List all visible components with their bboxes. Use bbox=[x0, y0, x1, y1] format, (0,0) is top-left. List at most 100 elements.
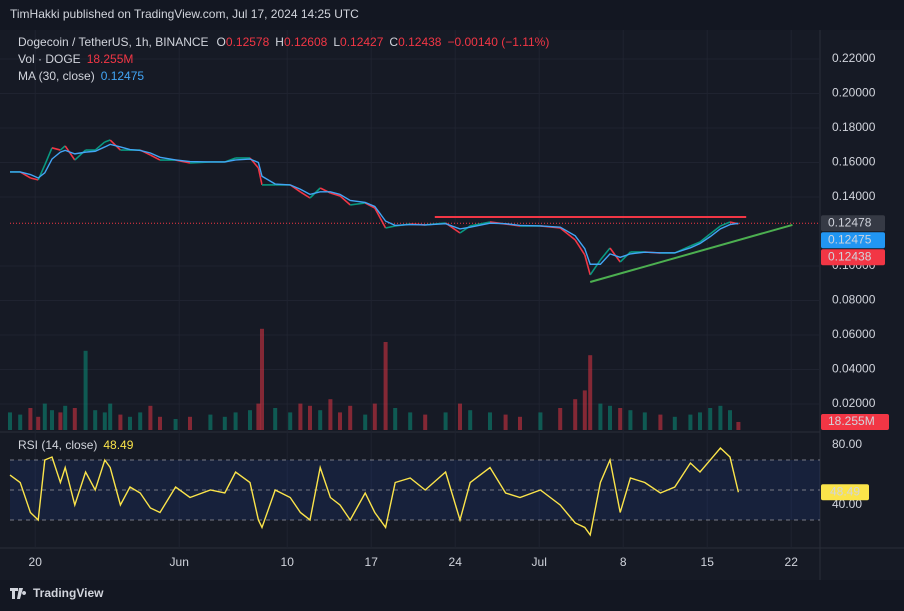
price-segment bbox=[51, 147, 61, 151]
price-segment bbox=[699, 233, 711, 243]
volume-bar bbox=[383, 342, 388, 430]
volume-bar bbox=[233, 412, 238, 430]
volume-bar bbox=[58, 412, 63, 430]
volume-bar bbox=[582, 390, 587, 430]
x-tick-label: Jun bbox=[170, 555, 189, 569]
volume-bar bbox=[642, 412, 647, 430]
price-segment bbox=[589, 259, 602, 276]
volume-bar bbox=[138, 412, 143, 430]
volume-bar bbox=[188, 416, 192, 430]
x-tick-label: 8 bbox=[620, 555, 627, 569]
volume-bar bbox=[208, 414, 213, 430]
price-segment bbox=[330, 192, 341, 197]
volume-bar bbox=[256, 403, 261, 430]
volume-bar bbox=[18, 414, 23, 430]
volume-badge bbox=[821, 414, 889, 430]
price-segment bbox=[339, 195, 351, 206]
price-segment bbox=[94, 141, 106, 151]
trend-line bbox=[589, 223, 793, 283]
price-badge-label: 0.12475 bbox=[828, 232, 872, 246]
volume-bar bbox=[248, 410, 252, 430]
volume-bar bbox=[728, 410, 732, 430]
volume-bar bbox=[260, 328, 264, 430]
volume-bar bbox=[50, 410, 54, 430]
ohlc-value: 0.12427 bbox=[340, 35, 384, 49]
ohlc-value: 0.12608 bbox=[284, 35, 328, 49]
volume-bar bbox=[308, 405, 312, 430]
y-tick-label: 0.08000 bbox=[832, 293, 876, 307]
volume-bar bbox=[158, 416, 162, 430]
symbol: Dogecoin / TetherUS, 1h, BINANCE bbox=[18, 35, 209, 49]
rsi-value: 48.49 bbox=[103, 438, 133, 452]
x-tick-label: 17 bbox=[365, 555, 379, 569]
volume-bar bbox=[708, 408, 713, 430]
y-tick-label: 0.16000 bbox=[832, 155, 876, 169]
ohlc-label: O bbox=[217, 35, 226, 49]
ohlc-label: L bbox=[333, 35, 340, 49]
volume-bar bbox=[28, 408, 33, 430]
price-badge bbox=[821, 249, 885, 266]
volume-bar bbox=[128, 416, 132, 430]
volume-bar bbox=[393, 408, 398, 430]
price-segment bbox=[470, 221, 491, 227]
price-segment bbox=[720, 221, 731, 227]
volume-bar bbox=[288, 412, 293, 430]
price-segment bbox=[584, 254, 591, 276]
x-tick-label: 22 bbox=[785, 555, 799, 569]
x-tick-label: 10 bbox=[281, 555, 295, 569]
chart-area bbox=[0, 30, 904, 580]
volume-bar bbox=[488, 412, 492, 430]
rsi-tick-label: 40.00 bbox=[832, 497, 862, 511]
change: −0.00140 (−1.11%) bbox=[447, 35, 549, 49]
price-segment bbox=[64, 145, 76, 161]
volume-bar bbox=[628, 410, 633, 430]
volume-bar bbox=[573, 399, 578, 430]
price-segment bbox=[619, 251, 631, 263]
volume-bar bbox=[93, 410, 98, 430]
volume-bar bbox=[698, 412, 702, 430]
x-tick-label: 24 bbox=[449, 555, 463, 569]
price-segment bbox=[59, 145, 66, 151]
volume-bar bbox=[318, 410, 323, 430]
price-badge-label: 0.12438 bbox=[828, 249, 872, 263]
price-badge-label: 0.12478 bbox=[828, 215, 872, 229]
volume-bar bbox=[72, 408, 77, 430]
volume-bar bbox=[443, 412, 448, 430]
price-segment bbox=[374, 207, 387, 229]
rsi-legend: RSI (14, close) 48.49 bbox=[18, 438, 134, 452]
volume-bar bbox=[338, 412, 342, 430]
price-segment bbox=[350, 202, 366, 206]
price-segment bbox=[574, 239, 586, 256]
y-tick-label: 0.04000 bbox=[832, 362, 876, 376]
volume-bar bbox=[148, 405, 153, 430]
volume-badge-label: 18.255M bbox=[828, 414, 875, 428]
volume-bar bbox=[36, 416, 41, 430]
rsi-tick-label: 80.00 bbox=[832, 437, 862, 451]
volume-bar bbox=[42, 403, 47, 430]
volume-bar bbox=[423, 414, 428, 430]
volume-bar bbox=[63, 405, 68, 430]
rsi-badge-label: 48.49 bbox=[830, 484, 860, 498]
price-segment bbox=[599, 247, 611, 261]
x-tick-label: Jul bbox=[532, 555, 547, 569]
volume-bar bbox=[328, 399, 333, 430]
price-segment bbox=[104, 139, 111, 143]
price-segment bbox=[30, 177, 39, 181]
ohlc-value: 0.12438 bbox=[398, 35, 442, 49]
price-segment bbox=[150, 154, 161, 161]
volume-bar bbox=[83, 350, 88, 430]
volume-bar bbox=[688, 414, 693, 430]
volume-bar bbox=[558, 408, 563, 430]
volume-bar bbox=[273, 408, 278, 430]
volume-bar bbox=[468, 410, 473, 430]
price-segment bbox=[385, 225, 396, 229]
brand: TradingView bbox=[33, 586, 104, 600]
price-segment bbox=[690, 241, 701, 247]
volume-name: Vol · DOGE bbox=[18, 52, 81, 66]
volume-bar bbox=[718, 405, 723, 430]
y-tick-label: 0.06000 bbox=[832, 327, 876, 341]
volume-value: 18.255M bbox=[87, 52, 134, 66]
x-tick-label: 20 bbox=[29, 555, 43, 569]
publisher: TimHakki published on TradingView.com, J… bbox=[10, 7, 359, 21]
